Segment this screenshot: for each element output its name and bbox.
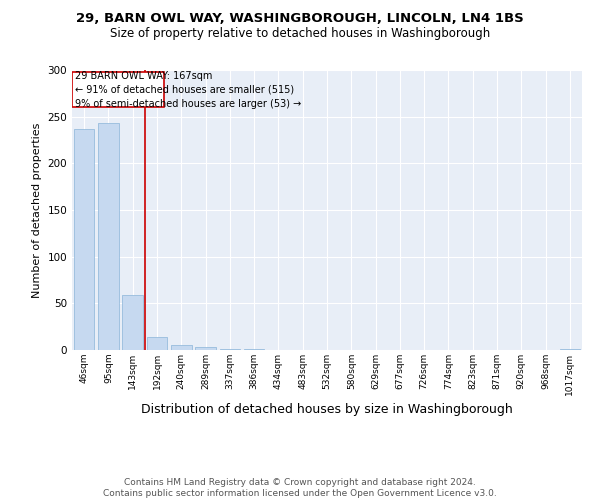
- Bar: [560, 349, 580, 350]
- Bar: [122, 295, 143, 350]
- Text: Size of property relative to detached houses in Washingborough: Size of property relative to detached ho…: [110, 28, 490, 40]
- Text: 29 BARN OWL WAY: 167sqm
← 91% of detached houses are smaller (515)
9% of semi-de: 29 BARN OWL WAY: 167sqm ← 91% of detache…: [75, 70, 301, 108]
- Bar: [244, 349, 265, 350]
- Text: 29, BARN OWL WAY, WASHINGBOROUGH, LINCOLN, LN4 1BS: 29, BARN OWL WAY, WASHINGBOROUGH, LINCOL…: [76, 12, 524, 26]
- Text: Contains HM Land Registry data © Crown copyright and database right 2024.
Contai: Contains HM Land Registry data © Crown c…: [103, 478, 497, 498]
- Bar: [195, 347, 216, 350]
- Bar: [171, 346, 191, 350]
- X-axis label: Distribution of detached houses by size in Washingborough: Distribution of detached houses by size …: [141, 403, 513, 416]
- Bar: [146, 337, 167, 350]
- Bar: [98, 123, 119, 350]
- Bar: [74, 129, 94, 350]
- Bar: [220, 349, 240, 350]
- Y-axis label: Number of detached properties: Number of detached properties: [32, 122, 42, 298]
- Bar: [73, 72, 164, 108]
